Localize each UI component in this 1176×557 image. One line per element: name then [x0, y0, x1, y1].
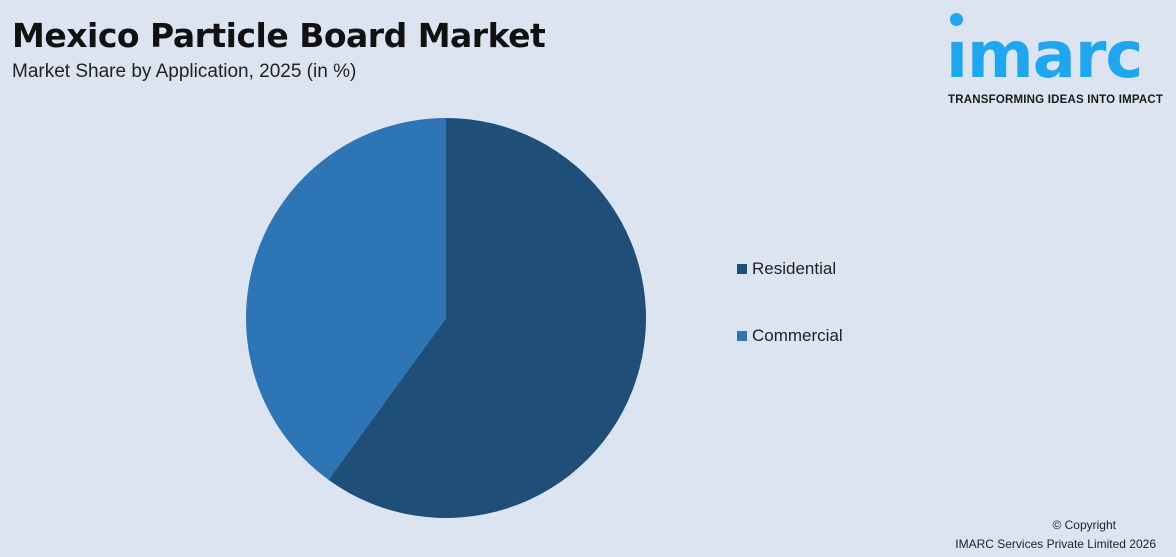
legend-label-residential: Residential — [752, 259, 837, 278]
copyright: © Copyright IMARC Services Private Limit… — [955, 516, 1156, 554]
copyright-line2: IMARC Services Private Limited 2026 — [955, 537, 1156, 551]
logo-dot — [950, 13, 963, 26]
imarc-logo: ımarc TRANSFORMING IDEAS INTO IMPACT — [944, 10, 1172, 110]
pie-slice-residential — [328, 118, 646, 519]
logo-tagline: TRANSFORMING IDEAS INTO IMPACT — [948, 94, 1164, 106]
legend-swatch-commercial — [737, 331, 747, 341]
chart-title: Mexico Particle Board Market — [12, 16, 546, 55]
legend-swatch-residential — [737, 264, 747, 274]
copyright-line1: © Copyright — [1052, 518, 1116, 532]
logo-word: ımarc — [946, 19, 1143, 93]
chart-subtitle: Market Share by Application, 2025 (in %) — [12, 61, 357, 82]
legend-item-residential: Residential — [737, 259, 836, 279]
pie-slice-commercial — [246, 117, 446, 480]
legend-item-commercial: Commercial — [737, 326, 843, 346]
legend-label-commercial: Commercial — [752, 326, 843, 345]
